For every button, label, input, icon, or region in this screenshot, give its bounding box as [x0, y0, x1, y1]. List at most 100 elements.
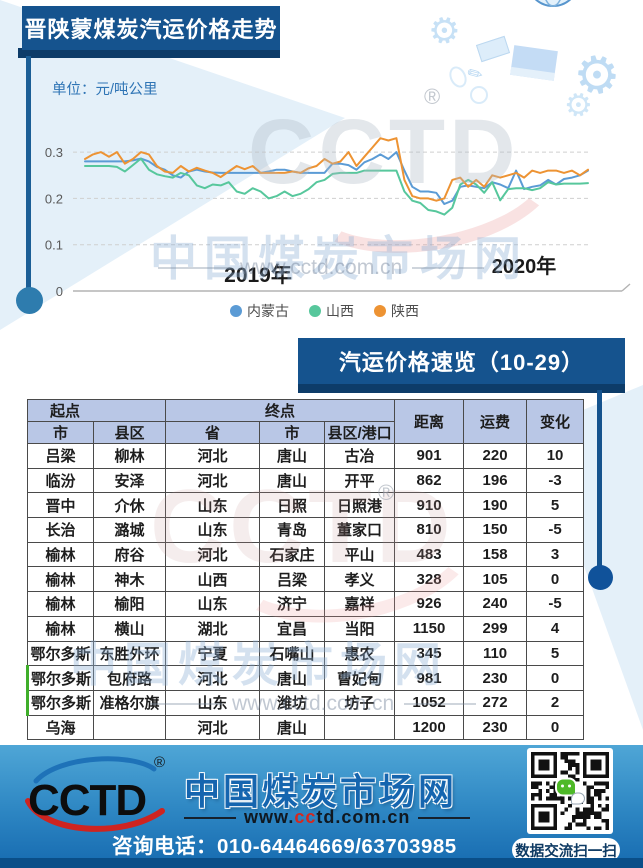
table-cell: 196 — [463, 467, 528, 494]
table-cell: 10 — [526, 443, 585, 469]
series-line-山西 — [84, 157, 589, 216]
col-group-origin: 起点 — [26, 399, 167, 422]
table-cell — [324, 714, 396, 741]
logo-blue-arc — [33, 756, 157, 784]
table-banner-shadow — [298, 384, 625, 393]
table-row: 临汾 安泽 河北 唐山 开平 862 196 -3 — [27, 467, 585, 494]
table-cell: 0 — [526, 665, 585, 691]
table-cell: 河北 — [165, 665, 261, 691]
table-cell: 晋中 — [27, 492, 94, 519]
table-cell: 准格尔旗 — [92, 689, 167, 716]
table-cell: 1200 — [394, 714, 465, 741]
table-cell: -5 — [526, 517, 585, 543]
table-cell: 榆林 — [27, 615, 94, 642]
table-row: 乌海 河北 唐山 1200 230 0 — [27, 714, 585, 741]
table-cell: 石嘴山 — [259, 640, 326, 667]
registered-mark-icon: ® — [154, 754, 165, 771]
table-cell: 青岛 — [259, 517, 326, 543]
table-cell: 220 — [463, 443, 528, 469]
table-cell: 鄂尔多斯 — [26, 689, 94, 716]
table-cell: 1150 — [394, 615, 465, 642]
table-cell: 吕梁 — [259, 566, 326, 593]
table-cell: 临汾 — [27, 467, 94, 494]
table-cell: 潍坊 — [259, 689, 326, 716]
table-cell: 唐山 — [259, 665, 326, 691]
table-cell: 3 — [526, 541, 585, 568]
table-row: 榆林 府谷 河北 石家庄 平山 483 158 3 — [27, 541, 585, 568]
table-cell: 山东 — [165, 517, 261, 543]
table-cell: 唐山 — [259, 467, 326, 494]
table-cell: 榆林 — [27, 591, 94, 617]
price-table: 起点 终点 距离 运费 变化 市 县区 省 市 县区/港口 吕梁 柳林 河北 唐山 古冶… — [26, 399, 585, 741]
table-cell: 介休 — [92, 492, 167, 519]
table-cell: 董家口 — [324, 517, 396, 543]
y-tick-label: 0 — [56, 284, 63, 299]
table-cell: 横山 — [92, 615, 167, 642]
table-cell: 5 — [526, 492, 585, 519]
table-cell: 240 — [463, 591, 528, 617]
table-cell: 山东 — [165, 591, 261, 617]
table-banner: 汽运价格速览（10-29） — [298, 338, 625, 384]
qr-code — [527, 748, 613, 834]
table-cell: 安泽 — [92, 467, 167, 494]
table-cell: 湖北 — [165, 615, 261, 642]
table-cell: 299 — [463, 615, 528, 642]
qr-pattern — [531, 752, 609, 830]
footer-url-row: www.cctd.com.cn — [184, 807, 476, 828]
y-tick-label: 0.1 — [45, 238, 63, 253]
table-cell: 鄂尔多斯 — [27, 640, 94, 667]
table-row: 榆林 神木 山西 吕梁 孝义 328 105 0 — [27, 566, 585, 593]
globe-icon — [534, 0, 572, 7]
url-part: www. — [244, 807, 295, 827]
table-cell: 乌海 — [27, 714, 94, 741]
table-cell: 158 — [463, 541, 528, 568]
y-tick-label: 0.2 — [45, 191, 63, 206]
col-origin-city: 市 — [27, 421, 94, 444]
footer-bottom-strip — [0, 858, 643, 868]
legend-label: 内蒙古 — [247, 303, 289, 319]
table-cell: 山西 — [165, 566, 261, 593]
col-freight: 运费 — [463, 399, 528, 444]
pen-icon: ✎ — [463, 61, 487, 87]
col-group-destination: 终点 — [165, 399, 396, 422]
table-cell — [92, 714, 167, 741]
col-change: 变化 — [526, 399, 585, 444]
url-part-red: cc — [294, 807, 317, 827]
table-banner-title: 汽运价格速览（10-29） — [338, 350, 585, 375]
table-cell: 926 — [394, 591, 465, 617]
table-row: 晋中 介休 山东 日照 日照港 910 190 5 — [27, 492, 585, 519]
table-cell: 榆阳 — [92, 591, 167, 617]
table-cell: 宜昌 — [259, 615, 326, 642]
table-cell: 230 — [463, 665, 528, 691]
table-cell: 东胜外环 — [92, 640, 167, 667]
series-line-陕西 — [84, 137, 589, 202]
table-header-row: 起点 终点 距离 运费 变化 — [26, 399, 585, 444]
table-cell: 曹妃甸 — [324, 665, 396, 691]
table-cell: 坊子 — [324, 689, 396, 716]
url-part: td.com.cn — [316, 807, 411, 827]
title-banner-shadow — [18, 48, 280, 58]
table-cell: 5 — [526, 640, 585, 667]
table-cell: 河北 — [165, 467, 261, 494]
table-cell: 1052 — [394, 689, 465, 716]
table-cell: -5 — [526, 591, 585, 617]
footer-rule — [418, 816, 471, 819]
col-distance: 距离 — [394, 399, 465, 444]
table-cell: 272 — [463, 689, 528, 716]
table-cell: 孝义 — [324, 566, 396, 593]
table-row: 鄂尔多斯 包府路 河北 唐山 曹妃甸 981 230 0 — [26, 665, 585, 691]
table-cell: 唐山 — [259, 714, 326, 741]
table-row: 榆林 榆阳 山东 济宁 嘉祥 926 240 -5 — [27, 591, 585, 617]
table-cell: 日照 — [259, 492, 326, 519]
table-cell: 潞城 — [92, 517, 167, 543]
series-line-内蒙古 — [84, 151, 589, 205]
table-cell: 110 — [463, 640, 528, 667]
table-cell: 山东 — [165, 492, 261, 519]
table-cell: 4 — [526, 615, 585, 642]
table-cell: 0 — [526, 566, 585, 593]
table-cell: 981 — [394, 665, 465, 691]
table-cell: 济宁 — [259, 591, 326, 617]
table-cell: 810 — [394, 517, 465, 543]
wechat-icon — [555, 777, 585, 805]
